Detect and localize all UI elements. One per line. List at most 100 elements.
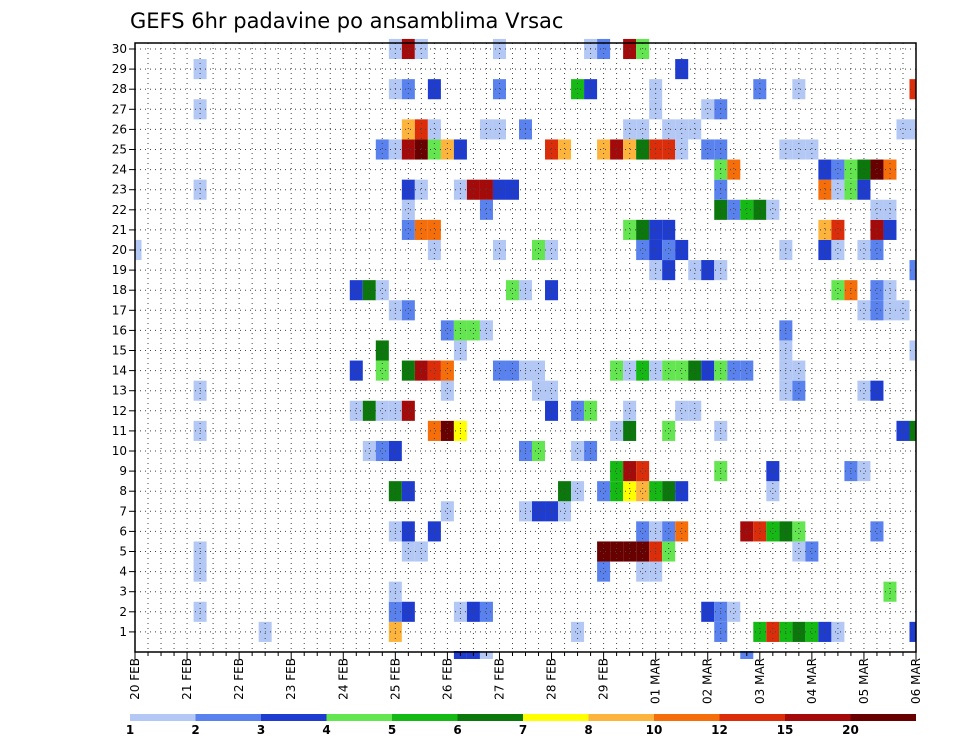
heatmap-cell: [831, 159, 845, 180]
heatmap-cell: [870, 219, 884, 240]
heatmap-cell: [623, 360, 637, 381]
y-tick-label: 21: [112, 223, 127, 237]
heatmap-cell: [675, 239, 689, 261]
heatmap-cell: [427, 139, 441, 160]
heatmap-cell: [766, 199, 780, 220]
heatmap-cell: [662, 541, 676, 562]
heatmap-cell: [896, 420, 910, 441]
heatmap-cell: [571, 400, 585, 421]
heatmap-cell: [610, 360, 624, 381]
heatmap-cell: [571, 481, 585, 502]
heatmap-cell: [883, 159, 897, 180]
colorbar-label: 20: [842, 723, 859, 737]
y-tick-label: 8: [119, 484, 127, 498]
heatmap-cell: [883, 219, 897, 240]
heatmap-cell: [401, 300, 415, 321]
x-tick-label: 01 MAR: [649, 658, 663, 704]
heatmap-cell: [623, 119, 637, 140]
colorbar-segment: [850, 714, 916, 721]
heatmap-cell: [427, 79, 441, 100]
y-tick-label: 7: [119, 504, 127, 518]
heatmap-cell: [792, 139, 806, 160]
heatmap-cell: [505, 280, 519, 301]
heatmap-cell: [753, 521, 767, 542]
heatmap-cell: [636, 461, 650, 482]
x-tick-label: 25 FEB: [388, 658, 402, 700]
heatmap-cell: [662, 219, 676, 240]
x-tick-label: 21 FEB: [180, 658, 194, 700]
heatmap-cell: [688, 119, 702, 140]
heatmap-cell: [857, 461, 871, 482]
heatmap-cell: [401, 79, 415, 100]
heatmap-cell: [870, 521, 884, 542]
heatmap-cell: [636, 239, 650, 261]
heatmap-cell: [636, 561, 650, 582]
heatmap-cell: [466, 320, 480, 341]
heatmap-cell: [805, 541, 819, 562]
y-axis: 1234567891011121314151617181920212223242…: [112, 42, 135, 639]
heatmap-cell: [857, 159, 871, 180]
y-tick-label: 29: [112, 62, 127, 76]
heatmap-cell: [675, 139, 689, 160]
heatmap-cell: [401, 521, 415, 542]
heatmap-cell: [792, 380, 806, 401]
heatmap-cell: [623, 219, 637, 240]
y-tick-label: 4: [119, 565, 127, 579]
heatmap-cell: [883, 300, 897, 321]
y-tick-label: 5: [119, 545, 127, 559]
heatmap-cell: [753, 79, 767, 100]
y-tick-label: 16: [112, 323, 127, 337]
heatmap-cell: [479, 601, 493, 622]
heatmap-cell: [792, 521, 806, 542]
y-tick-label: 2: [119, 605, 127, 619]
heatmap-cell: [623, 541, 637, 562]
heatmap-cell: [896, 300, 910, 321]
heatmap-cell: [414, 139, 428, 160]
y-tick-label: 22: [112, 203, 127, 217]
heatmap-cell: [870, 199, 884, 220]
colorbar-label: 6: [453, 723, 461, 737]
colorbar-segment: [719, 714, 785, 721]
heatmap-cell: [401, 481, 415, 502]
heatmap-cell: [662, 119, 676, 140]
heatmap-cell: [427, 360, 441, 381]
heatmap-cell: [440, 420, 454, 441]
heatmap-cell: [362, 400, 376, 421]
heatmap-cell: [688, 400, 702, 421]
y-tick-label: 14: [112, 364, 127, 378]
heatmap-cell: [896, 119, 910, 140]
heatmap-cell: [883, 199, 897, 220]
heatmap-cell: [805, 621, 819, 642]
heatmap-cell: [558, 139, 572, 160]
heatmap-cell: [870, 280, 884, 301]
heatmap-cell: [623, 461, 637, 482]
heatmap-cell: [818, 179, 832, 200]
heatmap-cell: [662, 139, 676, 160]
y-tick-label: 24: [112, 163, 127, 177]
chart-title: GEFS 6hr padavine po ansamblima Vrsac: [130, 9, 563, 33]
heatmap-cell: [701, 360, 715, 381]
heatmap-cell: [870, 159, 884, 180]
heatmap-cell: [662, 420, 676, 441]
colorbar-label: 7: [519, 723, 527, 737]
x-tick-label: 27 FEB: [492, 658, 506, 700]
heatmap-cell: [375, 280, 389, 301]
heatmap-cell: [505, 360, 519, 381]
heatmap-cell: [636, 119, 650, 140]
heatmap-cell: [688, 260, 702, 281]
heatmap-cell: [427, 219, 441, 240]
heatmap-cell: [597, 481, 611, 502]
y-tick-label: 27: [112, 102, 127, 116]
heatmap-cell: [597, 561, 611, 582]
heatmap-cell: [362, 440, 376, 462]
heatmap-cell: [414, 119, 428, 140]
heatmap-cell: [792, 79, 806, 100]
heatmap-cell: [532, 440, 546, 462]
colorbar-segment: [523, 714, 589, 721]
heatmap-cell: [466, 601, 480, 622]
heatmap-cell: [870, 300, 884, 321]
heatmap-cell: [662, 481, 676, 502]
heatmap-cell: [492, 360, 506, 381]
heatmap-cell: [466, 179, 480, 200]
